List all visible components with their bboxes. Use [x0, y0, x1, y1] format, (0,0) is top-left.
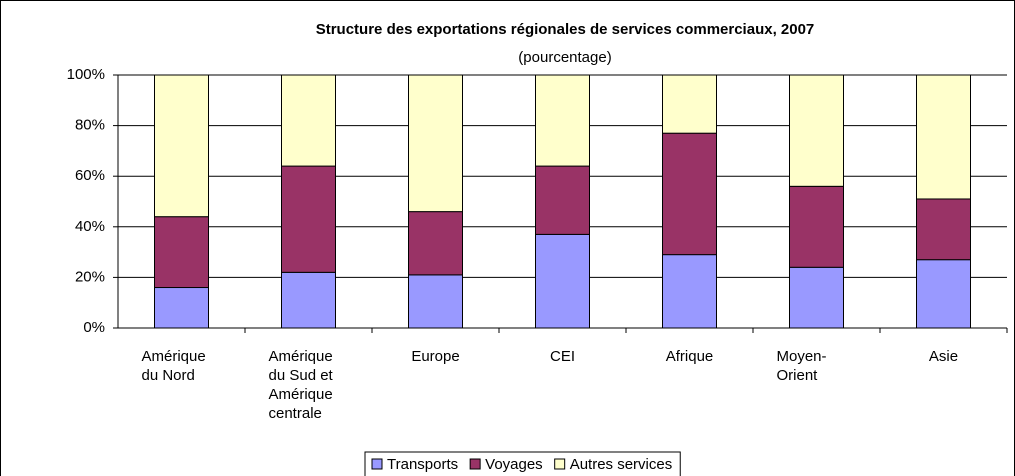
y-tick-label: 100% — [67, 66, 105, 83]
bar-segment — [408, 211, 463, 276]
y-tick-label: 60% — [75, 167, 105, 184]
x-tick-label: Asie — [928, 348, 959, 365]
bar-segment — [662, 254, 717, 329]
bar-segment — [789, 185, 844, 268]
x-tick-label: CEI — [549, 348, 575, 365]
bar-segment — [662, 132, 717, 256]
bar-segment — [535, 165, 590, 235]
y-tick-label: 0% — [83, 319, 105, 336]
legend-swatch — [554, 458, 566, 470]
bar-segment — [408, 74, 463, 213]
y-tick-label: 40% — [75, 218, 105, 235]
bar-segment — [154, 287, 209, 329]
bar-segment — [281, 271, 336, 329]
legend-box — [364, 451, 681, 476]
bar-segment — [789, 74, 844, 187]
bar-segment — [662, 74, 717, 134]
legend-label: Autres services — [570, 456, 673, 473]
bar-segment — [154, 74, 209, 218]
bar-segment — [789, 266, 844, 329]
x-tick-label: Europe — [411, 348, 460, 365]
bar-segment — [535, 74, 590, 167]
bar-segment — [916, 198, 971, 261]
bar-segment — [535, 233, 590, 329]
bar-segment — [154, 216, 209, 289]
bar-segment — [916, 259, 971, 329]
x-tick-label: Moyen-Orient — [776, 348, 827, 384]
legend-label: Transports — [387, 456, 458, 473]
legend-swatch — [371, 458, 383, 470]
y-tick-label: 80% — [75, 117, 105, 134]
legend-swatch — [469, 458, 481, 470]
bar-segment — [281, 165, 336, 273]
bar-segment — [281, 74, 336, 167]
chart-title: Structure des exportations régionales de… — [316, 21, 815, 38]
x-tick-label: Afrique — [665, 348, 714, 365]
x-tick-label: Amérique du Sud et Amérique centrale — [268, 348, 333, 422]
chart-subtitle: (pourcentage) — [518, 49, 611, 66]
bar-segment — [916, 74, 971, 200]
legend-label: Voyages — [485, 456, 543, 473]
y-tick-label: 20% — [75, 268, 105, 285]
bar-segment — [408, 274, 463, 329]
x-tick-label: Amérique du Nord — [141, 348, 206, 384]
